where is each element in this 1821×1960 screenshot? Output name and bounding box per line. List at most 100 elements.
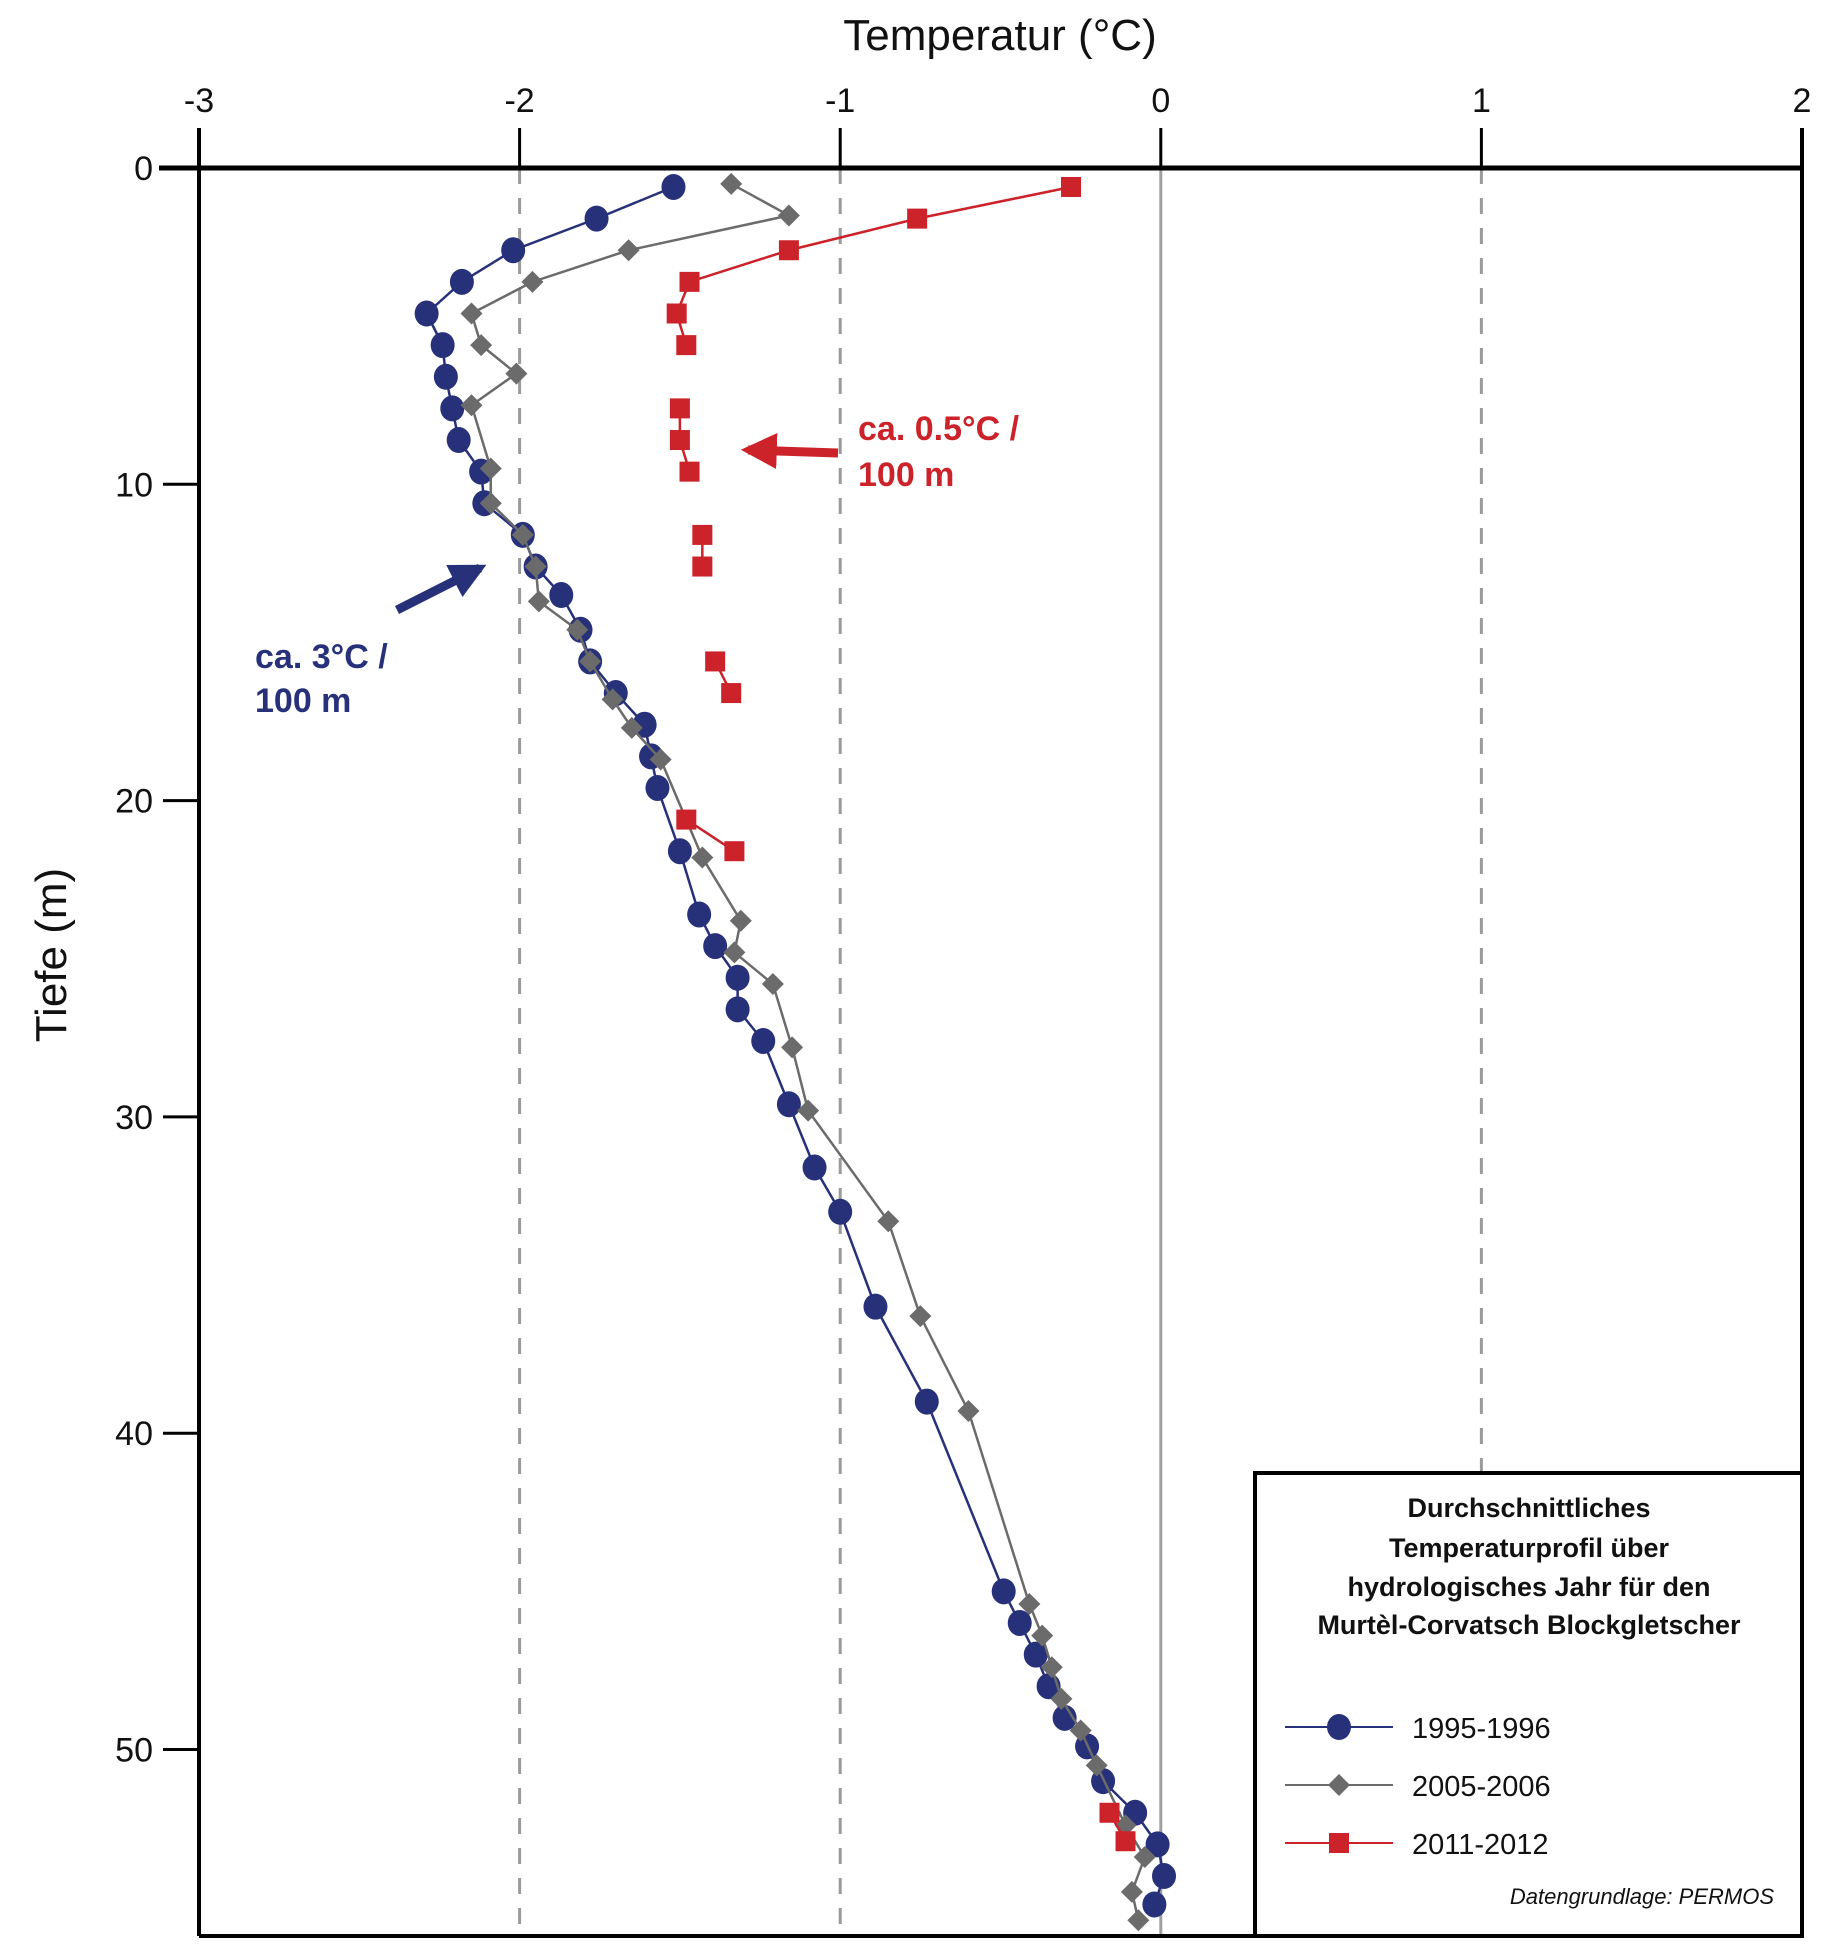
y-tick-label: 30 (115, 1099, 153, 1137)
data-point-circle (687, 901, 712, 928)
data-point-circle (449, 268, 474, 295)
annotation-arrow-red (740, 432, 839, 469)
data-point-diamond (691, 846, 714, 869)
data-point-diamond (601, 688, 624, 711)
y-tick-label: 0 (134, 150, 153, 188)
data-point-diamond (1040, 1656, 1063, 1679)
data-point-diamond (1127, 1909, 1150, 1932)
data-point-square (705, 651, 726, 672)
legend-entry-2011-2012: 2011-2012 (1285, 1829, 1549, 1861)
data-point-diamond (524, 555, 547, 578)
data-point-diamond (470, 334, 493, 357)
data-point-diamond (777, 204, 800, 227)
annotation-blue: ca. 3°C / 100 m (255, 563, 487, 720)
data-point-diamond (1018, 1593, 1041, 1616)
data-point-diamond (649, 748, 672, 771)
data-point-diamond (1133, 1846, 1156, 1869)
legend-box (1253, 1471, 1804, 1938)
annotation-red-line-1: ca. 0.5°C / (858, 410, 1020, 448)
data-point-diamond (761, 973, 784, 996)
y-tick-label: 20 (115, 783, 153, 821)
x-tick-label: 1 (1472, 82, 1491, 120)
data-point-circle (1052, 1704, 1077, 1731)
data-point-diamond (1069, 1719, 1092, 1742)
data-point-circle (776, 1091, 801, 1118)
annotation-red: ca. 0.5°C / 100 m (740, 410, 1020, 494)
data-point-diamond (1120, 1880, 1143, 1903)
data-point-square (1115, 1831, 1136, 1852)
x-tick-label: -2 (504, 82, 534, 120)
data-point-circle (703, 933, 728, 960)
data-point-circle (667, 838, 692, 865)
legend-entry-1995-1996: 1995-1996 (1285, 1713, 1551, 1745)
data-point-circle (725, 964, 750, 991)
data-point-square (778, 240, 799, 261)
data-point-circle (1142, 1891, 1167, 1918)
data-point-diamond (460, 394, 483, 417)
legend-label-2011-2012: 2011-2012 (1412, 1829, 1549, 1861)
legend-title-line-4: Murtèl-Corvatsch Blockgletscher (1317, 1610, 1741, 1640)
data-point-circle (549, 582, 574, 609)
series-line-2011-2012 (675, 185, 1072, 346)
data-point-diamond (511, 523, 534, 546)
data-point-circle (433, 363, 458, 390)
data-point-circle (1145, 1831, 1170, 1858)
data-point-circle (584, 205, 609, 232)
data-point-square (907, 208, 928, 229)
data-point-circle (751, 1027, 776, 1054)
legend-label-2005-2006: 2005-2006 (1412, 1771, 1551, 1803)
data-point-diamond (781, 1036, 804, 1059)
data-point-diamond (723, 941, 746, 964)
data-point-square (721, 683, 742, 704)
data-point-diamond (620, 716, 643, 739)
data-point-circle (446, 427, 471, 454)
legend-marker-square (1329, 1833, 1349, 1853)
x-tick-label: -1 (825, 82, 855, 120)
data-point-circle (914, 1388, 939, 1415)
data-point-circle (725, 996, 750, 1023)
data-point-diamond (877, 1210, 900, 1233)
data-point-circle (645, 774, 670, 801)
legend-marker-diamond (1328, 1774, 1350, 1796)
data-point-circle (414, 300, 439, 327)
series-2005-2006 (460, 172, 1156, 1932)
legend-title-line-3: hydrologisches Jahr für den (1347, 1572, 1710, 1602)
data-point-diamond (505, 362, 528, 385)
legend-entry-2005-2006: 2005-2006 (1285, 1771, 1551, 1803)
data-point-square (692, 524, 713, 545)
data-point-circle (863, 1293, 888, 1320)
y-tick-label: 50 (115, 1732, 153, 1770)
data-point-square (1099, 1802, 1120, 1823)
data-point-circle (430, 332, 455, 359)
data-point-square (669, 430, 690, 451)
data-point-square (676, 809, 697, 830)
data-point-diamond (527, 590, 550, 613)
legend-marker-circle (1327, 1714, 1351, 1740)
annotation-arrow-blue (394, 563, 487, 615)
data-point-circle (1152, 1863, 1177, 1890)
y-tick-label: 40 (115, 1415, 153, 1453)
x-tick-label: 2 (1793, 82, 1812, 120)
series-2011-2012 (666, 176, 1136, 1852)
data-point-square (669, 398, 690, 419)
data-point-circle (1023, 1641, 1048, 1668)
data-point-square (679, 461, 700, 482)
y-tick-label: 10 (115, 466, 153, 504)
legend-title-line-1: Durchschnittliches (1407, 1493, 1650, 1523)
data-point-diamond (521, 270, 544, 293)
data-point-square (679, 271, 700, 292)
data-point-diamond (909, 1305, 932, 1328)
data-point-square (692, 556, 713, 577)
data-point-square (724, 841, 745, 862)
x-tick-label: 0 (1151, 82, 1170, 120)
data-point-square (666, 303, 687, 324)
data-point-square (1061, 176, 1082, 197)
y-axis-title: Tiefe (m) (27, 868, 76, 1042)
annotation-blue-line-2: 100 m (255, 682, 351, 720)
data-point-diamond (479, 492, 502, 515)
data-point-diamond (579, 650, 602, 673)
data-point-circle (802, 1154, 827, 1181)
data-point-diamond (797, 1099, 820, 1122)
axes (159, 128, 1804, 1938)
